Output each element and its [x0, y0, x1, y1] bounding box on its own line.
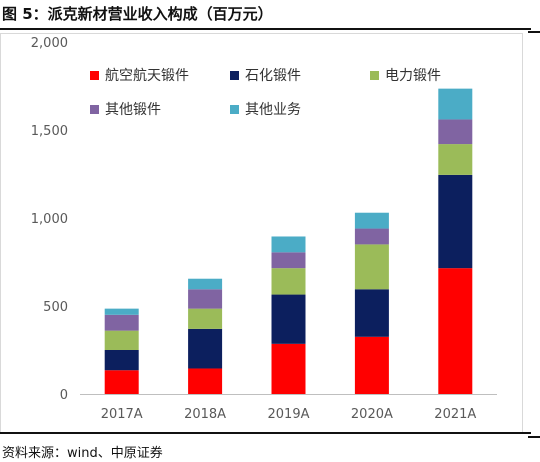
bar-segment: [354, 212, 389, 229]
figure-title: 图 5：派克新材营业收入构成（百万元）: [2, 5, 273, 23]
x-tick-label: 2018A: [184, 407, 226, 422]
bar-segment: [271, 268, 306, 295]
bar-segment: [438, 88, 473, 120]
legend-label: 石化锻件: [245, 68, 301, 84]
legend-label: 电力锻件: [385, 68, 441, 84]
bar-segment: [354, 336, 389, 394]
x-tick-label: 2017A: [101, 407, 143, 422]
y-tick-label: 1,500: [31, 124, 68, 139]
bar-segment: [188, 278, 223, 290]
bar-segment: [188, 308, 223, 329]
top-rule-stub: [528, 31, 540, 33]
legend-label: 其他业务: [245, 102, 301, 118]
bar-segment: [104, 314, 139, 331]
bar-segment: [104, 308, 139, 315]
legend-label: 航空航天锻件: [105, 68, 189, 84]
bar-segment: [354, 228, 389, 245]
source-note: 资料来源：wind、中原证券: [2, 446, 163, 461]
bar-segment: [188, 368, 223, 394]
legend-swatch: [230, 105, 239, 114]
legend-swatch: [370, 71, 379, 80]
bar-segment: [354, 289, 389, 337]
x-tick-label: 2019A: [268, 407, 310, 422]
bottom-rule-stub: [528, 436, 540, 438]
y-tick-label: 500: [43, 300, 68, 315]
y-axis: 0 500 1,000 1,500 2,000: [31, 36, 68, 403]
bar-segment: [188, 289, 223, 309]
bar-segment: [354, 244, 389, 290]
bar-segment: [104, 330, 139, 350]
x-tick-label: 2021A: [434, 407, 476, 422]
bars: [104, 88, 473, 394]
legend-swatch: [230, 71, 239, 80]
bar-segment: [188, 328, 223, 369]
y-tick-label: 1,000: [31, 212, 68, 227]
bar-segment: [271, 343, 306, 394]
legend-label: 其他锻件: [105, 102, 161, 118]
bar-segment: [438, 268, 473, 394]
bar-segment: [104, 350, 139, 371]
y-tick-label: 2,000: [31, 36, 68, 51]
bar-segment: [271, 252, 306, 269]
x-axis: 2017A 2018A 2019A 2020A 2021A: [101, 407, 477, 422]
top-rule: [0, 28, 531, 30]
bottom-rule: [0, 432, 531, 434]
x-tick-label: 2020A: [351, 407, 393, 422]
bar-segment: [271, 236, 306, 253]
legend-swatch: [90, 105, 99, 114]
bar-segment: [438, 144, 473, 175]
y-tick-label: 0: [60, 388, 68, 403]
bar-segment: [271, 294, 306, 344]
bar-segment: [438, 119, 473, 145]
legend-swatch: [90, 71, 99, 80]
bar-segment: [438, 174, 473, 269]
bar-segment: [104, 370, 139, 394]
